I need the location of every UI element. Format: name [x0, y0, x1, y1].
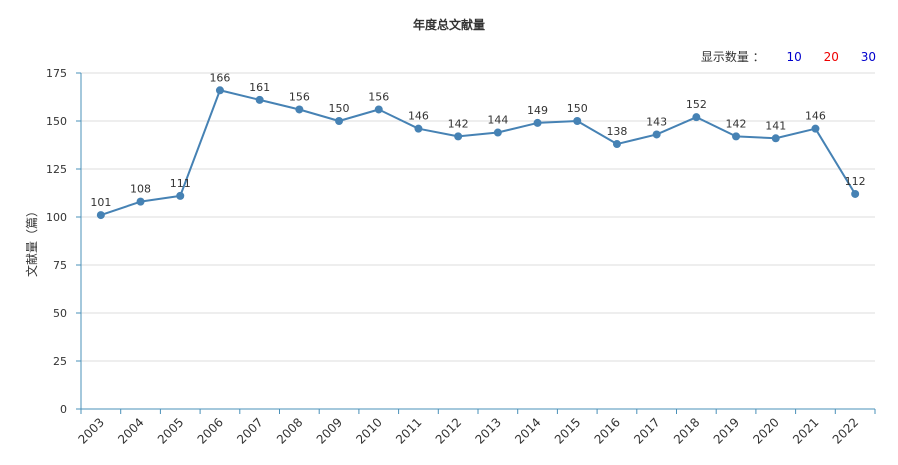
data-point	[771, 134, 780, 143]
display-count-option-20[interactable]: 20	[823, 50, 839, 64]
data-point	[454, 132, 463, 141]
data-label: 152	[686, 98, 707, 111]
data-point	[612, 140, 621, 149]
gridlines	[81, 72, 875, 362]
data-label: 138	[606, 125, 627, 138]
x-axis-tick-label: 2020	[750, 415, 781, 446]
x-axis-tick-label: 2010	[353, 415, 384, 446]
x-axis-tick-label: 2019	[711, 415, 742, 446]
data-label: 146	[805, 110, 826, 123]
data-point	[414, 124, 423, 133]
x-axis-tick-label: 2005	[155, 415, 186, 446]
x-axis-tick-label: 2011	[393, 415, 424, 446]
data-point	[732, 132, 741, 141]
data-point	[255, 95, 264, 104]
data-label: 143	[646, 115, 667, 128]
y-axis-tick-label: 150	[46, 115, 67, 128]
x-axis-tick-label: 2008	[274, 415, 305, 446]
data-point	[335, 117, 344, 125]
x-axis-tick-label: 2003	[75, 415, 106, 446]
data-point	[573, 117, 582, 125]
x-axis-tick-label: 2006	[195, 415, 226, 446]
data-label: 156	[289, 90, 310, 103]
data-point	[215, 86, 224, 95]
data-label: 156	[368, 90, 389, 103]
data-point	[652, 130, 661, 139]
data-label: 108	[130, 183, 151, 196]
axes	[76, 72, 876, 414]
data-label: 112	[845, 175, 866, 188]
y-axis-tick-label: 175	[46, 67, 67, 80]
chart-title: 年度总文献量	[412, 18, 485, 32]
x-axis-tick-label: 2016	[592, 415, 623, 446]
x-axis-tick-labels: 2003 2004 2005 2006 2007 2008 2009 2010 2011 2012…	[75, 415, 861, 446]
data-point	[176, 191, 185, 200]
y-axis-tick-label: 125	[46, 163, 67, 176]
x-axis-tick-label: 2012	[433, 415, 464, 446]
y-axis-tick-labels: 0 25 50 75 100 125 150 175	[46, 67, 67, 416]
x-axis-tick-label: 2017	[631, 415, 662, 446]
x-axis-tick-label: 2021	[790, 415, 821, 446]
y-axis-tick-label: 75	[53, 259, 67, 272]
x-axis-tick-label: 2015	[552, 415, 583, 446]
y-axis-tick-label: 100	[46, 211, 67, 224]
data-point	[692, 113, 701, 122]
data-label: 150	[329, 102, 350, 115]
data-point	[374, 105, 383, 114]
data-label: 142	[726, 117, 747, 130]
data-label: 141	[765, 119, 786, 132]
data-label: 101	[90, 196, 111, 209]
y-axis-title: 文献量（篇）	[24, 205, 39, 277]
data-point	[851, 189, 860, 198]
data-label: 146	[408, 110, 429, 123]
display-count-control: 显示数量 ： 10 20 30	[701, 48, 876, 65]
y-axis-tick-label: 25	[53, 355, 67, 368]
series-line	[100, 89, 857, 217]
data-point	[811, 124, 820, 133]
data-point	[493, 128, 502, 137]
y-axis-tick-label: 0	[60, 403, 67, 416]
y-axis-tick-label: 50	[53, 307, 67, 320]
x-axis-tick-label: 2009	[314, 415, 345, 446]
data-point	[295, 105, 304, 114]
display-count-option-10[interactable]: 10	[786, 50, 802, 64]
display-count-option-30[interactable]: 30	[860, 50, 876, 64]
data-label: 149	[527, 104, 548, 117]
data-label: 142	[448, 117, 469, 130]
data-label: 166	[209, 71, 230, 84]
data-points	[96, 86, 860, 220]
x-axis-tick-label: 2013	[472, 415, 503, 446]
x-axis-tick-label: 2004	[115, 415, 146, 446]
x-axis-tick-label: 2014	[512, 415, 543, 446]
data-label: 161	[249, 81, 270, 94]
data-point	[136, 197, 145, 206]
data-labels: 101 108 111 166 161 156 150 156 146 142 144 149 150 1…	[90, 71, 865, 209]
x-axis-tick-label: 2018	[671, 415, 702, 446]
data-point	[96, 211, 105, 220]
data-point	[533, 118, 542, 127]
series-line-group	[100, 89, 857, 217]
data-label: 150	[567, 102, 588, 115]
data-label: 144	[487, 114, 508, 127]
display-count-label: 显示数量 ：	[700, 50, 765, 64]
x-axis-tick-label: 2022	[830, 415, 861, 446]
data-label: 111	[170, 177, 191, 190]
x-axis-tick-label: 2007	[234, 415, 265, 446]
